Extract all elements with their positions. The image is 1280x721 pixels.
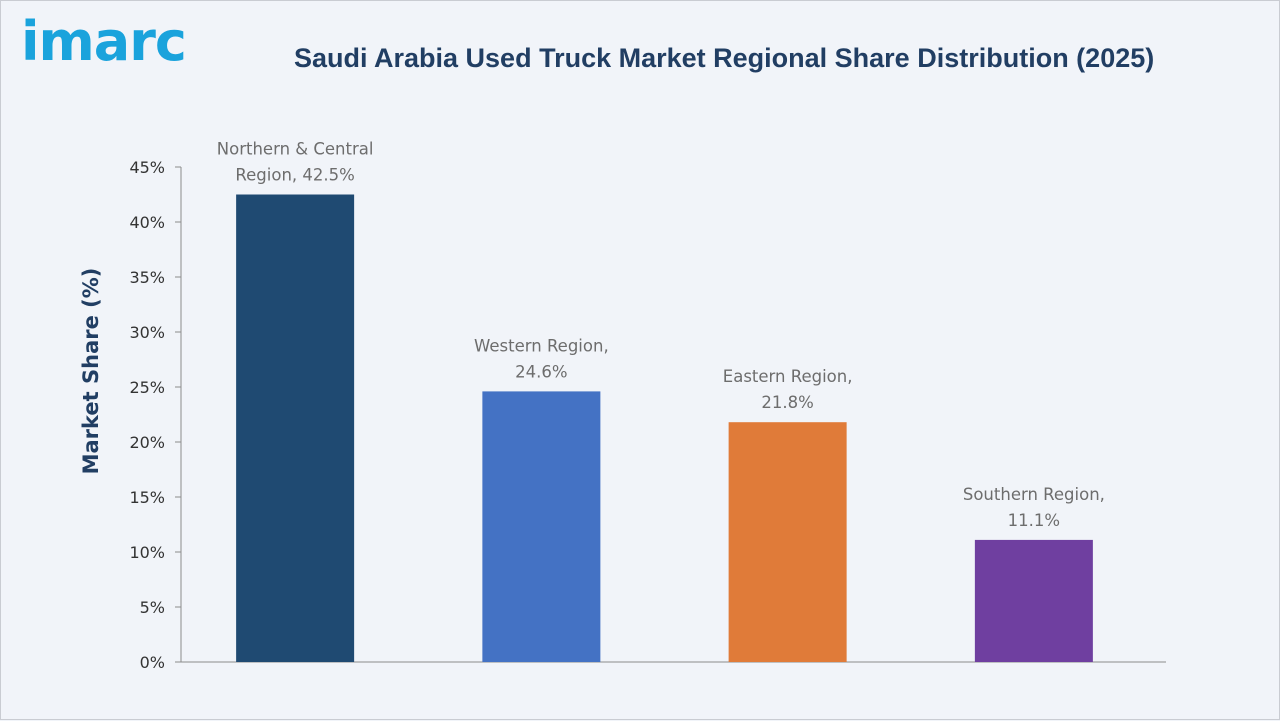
imarc-logo: imarc	[21, 10, 187, 73]
y-tick-label: 35%	[129, 268, 165, 287]
y-tick-label: 5%	[140, 598, 165, 617]
y-tick-label: 45%	[129, 158, 165, 177]
data-label: 24.6%	[515, 362, 567, 381]
bar	[974, 539, 1093, 662]
y-tick-label: 20%	[129, 433, 165, 452]
y-tick-label: 30%	[129, 323, 165, 342]
data-label: 11.1%	[1008, 511, 1060, 530]
data-label: 21.8%	[761, 393, 813, 412]
bar	[728, 422, 847, 662]
data-label: Southern Region,	[963, 485, 1105, 504]
data-label: Northern & Central	[217, 140, 374, 159]
y-tick-label: 25%	[129, 378, 165, 397]
data-label: Western Region,	[474, 336, 609, 355]
y-axis-title: Market Share (%)	[79, 268, 103, 475]
y-tick-label: 0%	[140, 653, 165, 672]
data-label: Eastern Region,	[723, 367, 853, 386]
chart-title: Saudi Arabia Used Truck Market Regional …	[294, 43, 1155, 73]
y-tick-label: 40%	[129, 213, 165, 232]
bar	[236, 194, 355, 662]
data-label: Region, 42.5%	[235, 166, 354, 185]
y-tick-label: 15%	[129, 488, 165, 507]
y-tick-label: 10%	[129, 543, 165, 562]
bar	[482, 391, 601, 662]
